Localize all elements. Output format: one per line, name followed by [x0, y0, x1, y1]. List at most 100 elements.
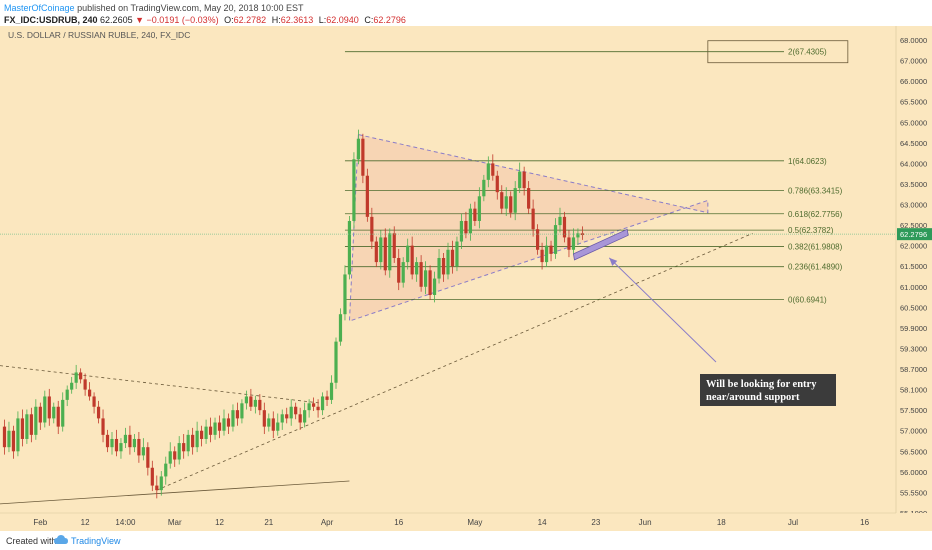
candle-body: [253, 399, 257, 407]
candle-body: [388, 233, 392, 271]
candle-body: [11, 430, 16, 452]
candle-body: [347, 220, 352, 275]
trendline[interactable]: [0, 480, 350, 505]
candle-body: [504, 196, 508, 209]
candle-body: [213, 422, 217, 435]
candle-body: [415, 262, 419, 275]
candle-body: [491, 163, 495, 176]
y-tick-label: 59.3000: [900, 344, 927, 353]
candle-body: [132, 438, 136, 448]
candle-body: [437, 257, 441, 279]
candle-body: [432, 278, 437, 296]
candle-body: [446, 249, 450, 275]
y-tick-label: 61.5000: [900, 262, 927, 271]
y-tick-label: 64.5000: [900, 139, 927, 148]
candle-body: [558, 216, 562, 226]
annotation-text: Will be looking for entry: [706, 379, 817, 390]
chart-title: U.S. DOLLAR / RUSSIAN RUBLE, 240, FX_IDC: [8, 30, 190, 40]
candle-body: [365, 175, 369, 217]
candle-body: [464, 220, 468, 234]
arrow-line[interactable]: [608, 257, 717, 363]
x-tick-label: Apr: [321, 518, 334, 527]
candle-body: [186, 434, 190, 452]
candle-body: [101, 418, 105, 435]
created-with-label: Created with: [6, 536, 57, 546]
candle-body: [329, 382, 334, 400]
arrow-head-icon: [609, 257, 618, 266]
candle-body: [159, 476, 163, 491]
change-arrow-icon: ▼: [135, 15, 145, 25]
candle-body: [455, 241, 459, 267]
candle-body: [536, 229, 540, 250]
candle-body: [137, 438, 141, 456]
price-chart[interactable]: U.S. DOLLAR / RUSSIAN RUBLE, 240, FX_IDC…: [0, 26, 932, 531]
y-tick-label: 67.0000: [900, 57, 927, 66]
x-tick-label: May: [467, 518, 482, 527]
y-tick-label: 65.5000: [900, 98, 927, 107]
candle-body: [325, 396, 329, 400]
candle-body: [356, 138, 360, 160]
candle-body: [374, 241, 378, 263]
current-price-badge: [897, 228, 932, 241]
candle-body: [338, 314, 343, 342]
candle-body: [280, 414, 284, 423]
candle-body: [410, 245, 414, 275]
candle-body: [173, 451, 177, 460]
trendline[interactable]: [0, 365, 323, 404]
candle-body: [406, 245, 410, 263]
trendline[interactable]: [156, 232, 753, 491]
candle-body: [459, 220, 464, 242]
candle-body: [316, 406, 320, 411]
low-value: 62.0940: [326, 15, 359, 25]
y-tick-label: 68.0000: [900, 36, 927, 45]
x-tick-label: 12: [215, 518, 224, 527]
x-tick-label: 23: [591, 518, 600, 527]
candle-body: [383, 237, 387, 271]
last-price: 62.2605: [100, 15, 133, 25]
x-tick-label: Mar: [168, 518, 182, 527]
candle-body: [7, 430, 11, 448]
candle-body: [473, 208, 477, 221]
fib-extension-box[interactable]: [707, 40, 849, 64]
candle-body: [513, 188, 517, 213]
y-tick-label: 57.0000: [900, 427, 927, 436]
candle-body: [226, 418, 231, 427]
fib-level-label: 0.236(61.4890): [788, 263, 843, 272]
candle-body: [110, 438, 114, 448]
candle-body: [96, 406, 101, 419]
candle-body: [267, 418, 271, 427]
low-label: L:: [318, 15, 327, 25]
candle-body: [397, 257, 401, 283]
tradingview-brand[interactable]: TradingView: [71, 536, 121, 546]
candle-body: [544, 245, 549, 263]
candle-body: [419, 262, 423, 287]
author-link[interactable]: MasterOfCoinage: [4, 3, 75, 13]
fib-level-label: 0.618(62.7756): [788, 210, 843, 219]
y-tick-label: 58.7000: [900, 365, 927, 374]
candle-body: [271, 418, 275, 431]
candle-body: [509, 196, 513, 213]
candle-body: [392, 233, 396, 258]
candle-body: [249, 396, 253, 407]
candle-body: [495, 175, 499, 193]
candle-body: [571, 237, 576, 250]
candle-body: [34, 406, 38, 435]
y-tick-label: 63.5000: [900, 180, 927, 189]
x-axis-band: [0, 513, 932, 531]
candle-body: [16, 418, 20, 452]
y-tick-label: 61.0000: [900, 283, 927, 292]
support-zone[interactable]: [572, 228, 629, 261]
candle-body: [334, 341, 338, 383]
annotation-box[interactable]: [700, 374, 836, 406]
candle-body: [522, 171, 526, 189]
current-price-label: 62.2796: [900, 230, 927, 239]
candle-body: [70, 382, 74, 390]
candle-body: [482, 179, 486, 197]
candle-body: [298, 414, 302, 423]
y-tick-label: 56.5000: [900, 447, 927, 456]
close-value: 62.2796: [373, 15, 406, 25]
fib-level-label: 0.5(62.3782): [788, 226, 834, 235]
published-text: published on TradingView.com, May 20, 20…: [77, 3, 304, 13]
open-value: 62.2782: [233, 15, 267, 25]
y-tick-label: 58.1000: [900, 386, 927, 395]
